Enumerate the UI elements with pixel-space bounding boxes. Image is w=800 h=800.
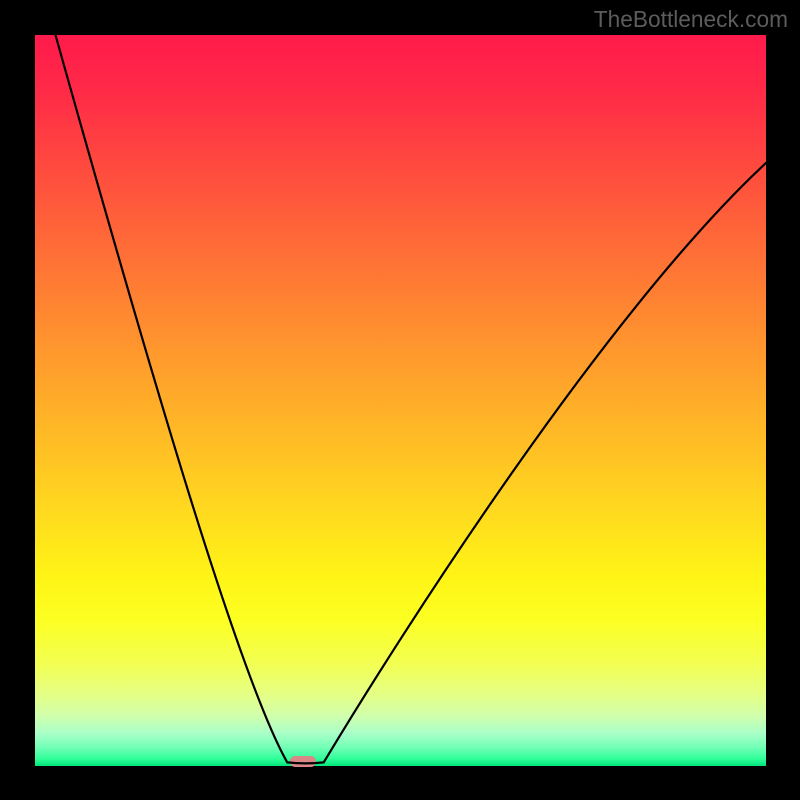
- chart-container: TheBottleneck.com: [0, 0, 800, 800]
- curve-path: [55, 35, 766, 763]
- plot-area: [35, 35, 766, 766]
- watermark-text: TheBottleneck.com: [594, 6, 788, 33]
- bottleneck-curve: [35, 35, 766, 766]
